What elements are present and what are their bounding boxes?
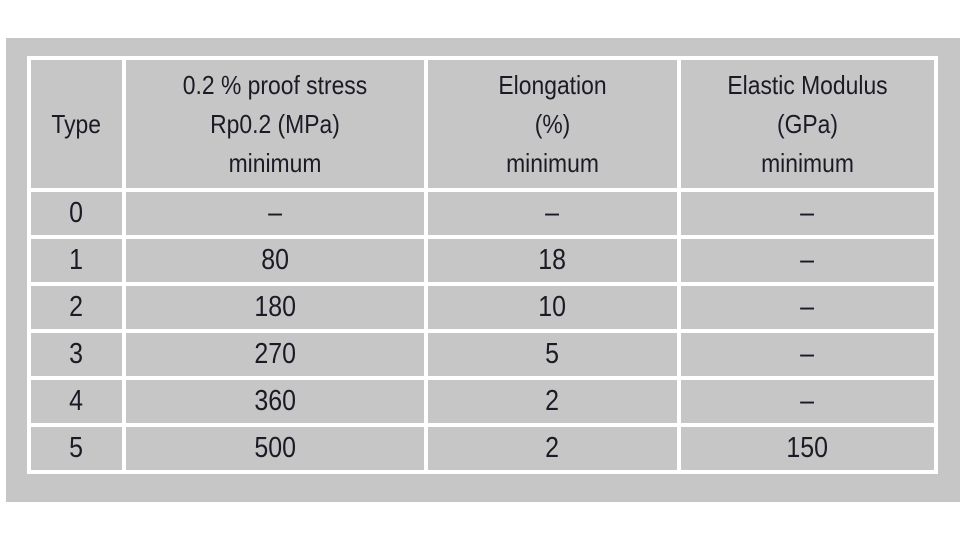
header-elastic-modulus-line1: Elastic Modulus [727,69,888,100]
header-type-label: Type [51,108,102,139]
cell-value: 2 [69,291,84,323]
cell-value: 80 [261,244,289,276]
cell-value: 150 [786,432,829,464]
cell-type: 5 [27,423,126,474]
cell-elongation: 2 [424,376,681,427]
cell-proof-stress: 270 [122,329,428,380]
header-elongation-line2: (%) [534,108,571,139]
cell-elastic-modulus: – [677,329,938,380]
cell-elastic-modulus: – [677,282,938,333]
cell-proof-stress: 80 [122,235,428,286]
cell-elongation: 2 [424,423,681,474]
header-elastic-modulus-line2: (GPa) [776,108,839,139]
header-cell-elastic-modulus: Elastic Modulus (GPa) minimum [677,56,938,192]
cell-elongation: 5 [424,329,681,380]
cell-value: 4 [69,385,84,417]
cell-value: 3 [69,338,84,370]
cell-value: 5 [69,432,84,464]
header-proof-stress-line2: Rp0.2 (MPa) [210,108,340,139]
cell-value: 1 [69,244,84,276]
cell-proof-stress: – [122,188,428,239]
cell-value: – [800,291,815,323]
cell-elastic-modulus: – [677,188,938,239]
table-row: 5 500 2 150 [27,423,938,474]
cell-type: 3 [27,329,126,380]
table-row: 3 270 5 – [27,329,938,380]
cell-value: 360 [254,385,296,417]
cell-value: 2 [545,432,560,464]
cell-value: – [268,197,282,229]
header-proof-stress-line3: minimum [228,147,322,178]
header-elongation-line3: minimum [506,147,599,178]
material-properties-table: Type 0.2 % proof stress Rp0.2 (MPa) mini… [27,56,938,474]
cell-proof-stress: 500 [122,423,428,474]
cell-value: 5 [545,338,560,370]
header-cell-proof-stress: 0.2 % proof stress Rp0.2 (MPa) minimum [122,56,428,192]
table-row: 1 80 18 – [27,235,938,286]
gray-panel: Type 0.2 % proof stress Rp0.2 (MPa) mini… [6,38,960,502]
cell-elongation: 18 [424,235,681,286]
cell-value: – [545,197,560,229]
cell-value: 500 [254,432,296,464]
header-row: Type 0.2 % proof stress Rp0.2 (MPa) mini… [27,56,938,192]
cell-value: – [800,244,815,276]
cell-value: 0 [69,197,84,229]
cell-value: – [800,197,815,229]
cell-value: 2 [545,385,560,417]
cell-value: – [800,385,815,417]
cell-proof-stress: 180 [122,282,428,333]
header-elastic-modulus-line3: minimum [761,147,854,178]
cell-value: 10 [538,291,567,323]
header-proof-stress-line1: 0.2 % proof stress [182,69,368,100]
cell-elastic-modulus: 150 [677,423,938,474]
cell-value: 180 [254,291,296,323]
table-row: 2 180 10 – [27,282,938,333]
cell-proof-stress: 360 [122,376,428,427]
table-row: 0 – – – [27,188,938,239]
cell-elastic-modulus: – [677,235,938,286]
cell-elongation: 10 [424,282,681,333]
header-cell-type: Type [27,56,126,192]
cell-type: 0 [27,188,126,239]
cell-type: 4 [27,376,126,427]
cell-type: 1 [27,235,126,286]
cell-type: 2 [27,282,126,333]
cell-value: 18 [538,244,567,276]
cell-elastic-modulus: – [677,376,938,427]
cell-value: – [800,338,815,370]
table-row: 4 360 2 – [27,376,938,427]
header-elongation-line1: Elongation [498,69,607,100]
header-cell-elongation: Elongation (%) minimum [424,56,681,192]
cell-elongation: – [424,188,681,239]
cell-value: 270 [254,338,296,370]
